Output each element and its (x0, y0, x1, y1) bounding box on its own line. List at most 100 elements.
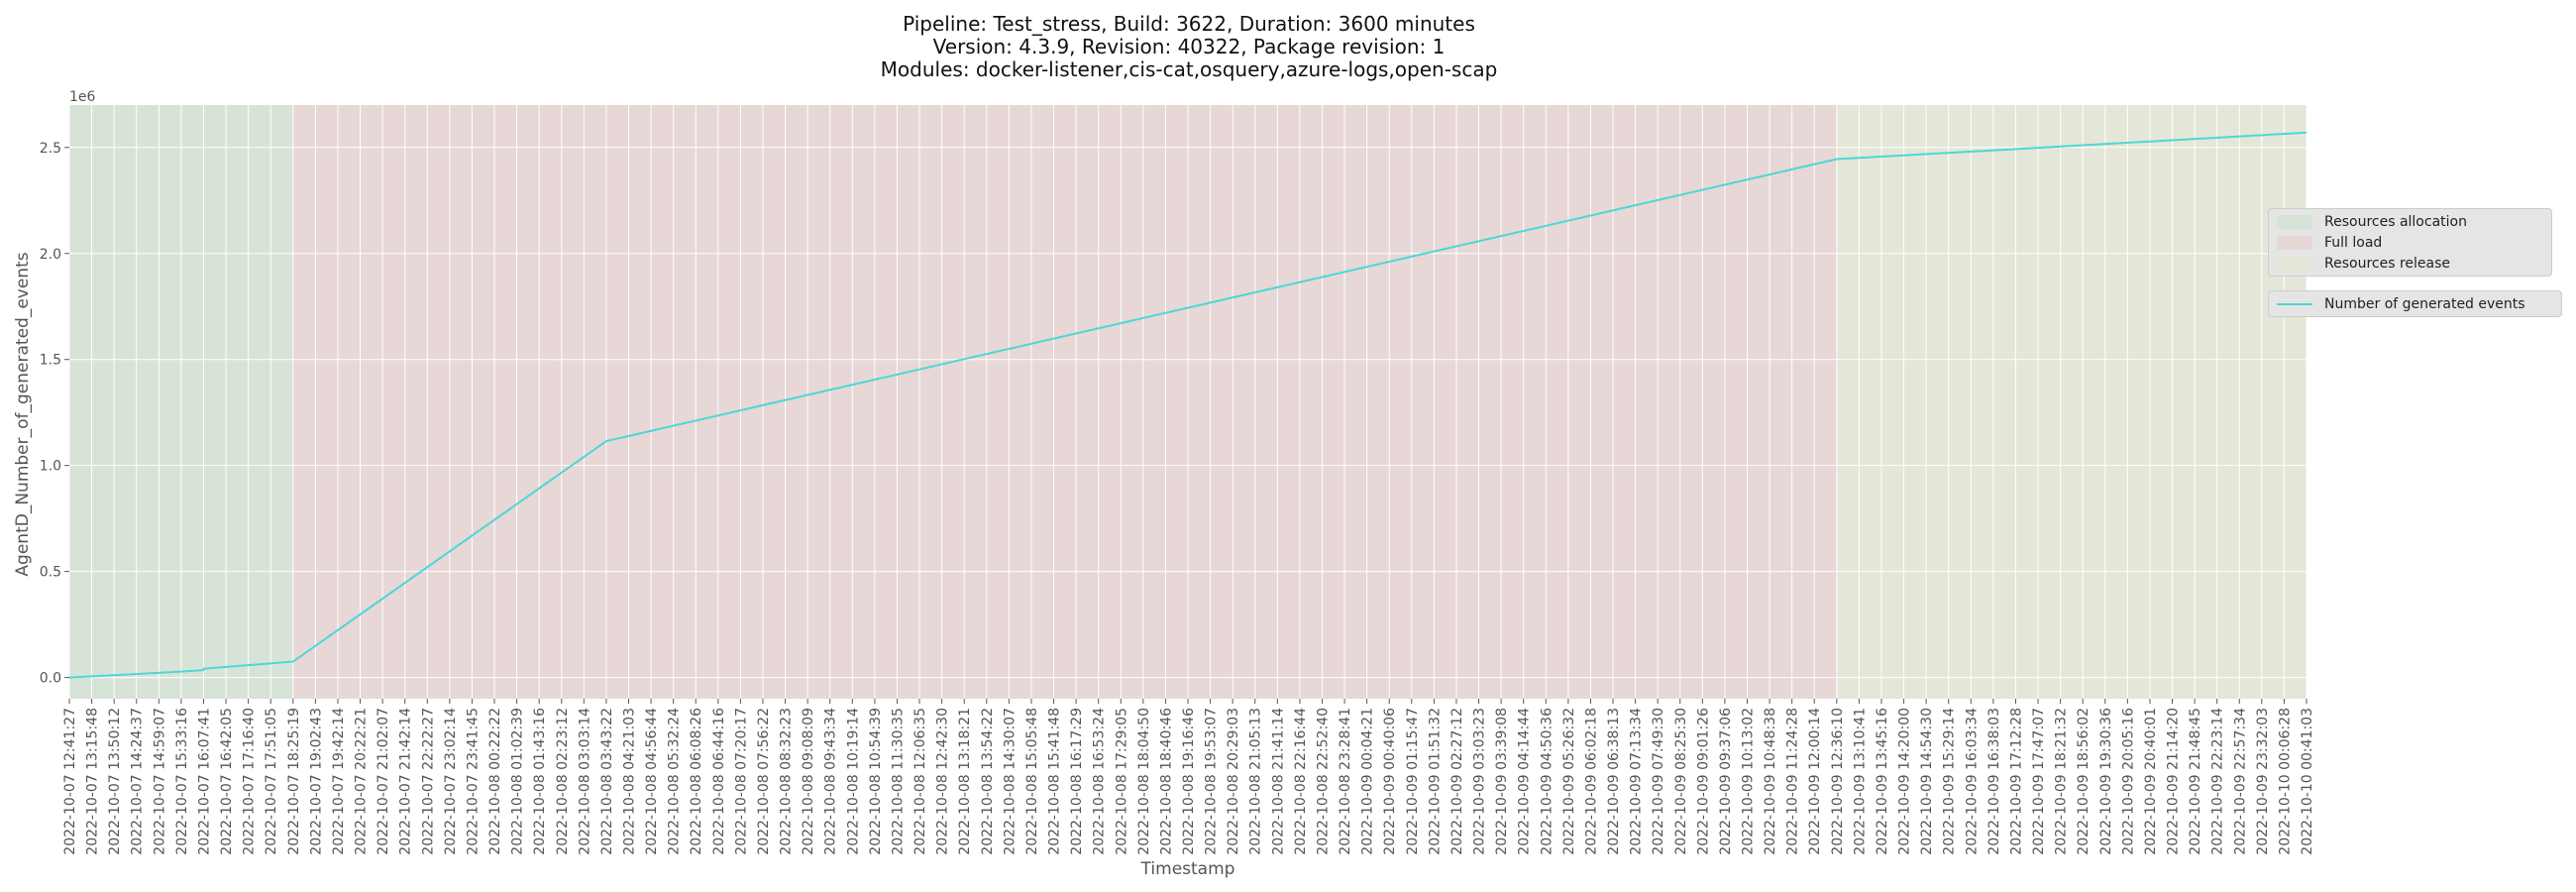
x-tick-label: 2022-10-09 22:23:14 (2210, 708, 2226, 855)
series-legend: Number of generated events (2268, 290, 2562, 317)
x-tick-label: 2022-10-08 21:41:14 (1270, 708, 1286, 855)
x-tick-label: 2022-10-09 04:50:36 (1539, 708, 1555, 855)
x-tick-label: 2022-10-09 03:03:23 (1472, 708, 1488, 855)
x-tick-label: 2022-10-09 12:36:10 (1830, 708, 1846, 855)
x-tick-label: 2022-10-09 19:30:36 (2098, 708, 2114, 855)
legend-swatch-full-load (2277, 235, 2312, 250)
y-tick-label: 1.0 (40, 459, 61, 475)
legend-label-full-load: Full load (2324, 234, 2383, 251)
x-tick-label: 2022-10-07 16:07:41 (196, 708, 212, 855)
x-tick-label: 2022-10-09 14:54:30 (1919, 708, 1935, 855)
x-tick-label: 2022-10-10 00:06:28 (2277, 708, 2293, 855)
x-tick-label: 2022-10-09 18:21:32 (2054, 708, 2070, 855)
legend-item-series: Number of generated events (2269, 293, 2561, 314)
x-tick-label: 2022-10-09 03:39:08 (1494, 708, 1510, 855)
legend-label-series: Number of generated events (2324, 295, 2525, 312)
legend-item-resources-allocation: Resources allocation (2269, 211, 2551, 232)
x-tick-label: 2022-10-07 13:15:48 (85, 708, 101, 855)
x-tick-label: 2022-10-08 07:56:22 (756, 708, 772, 855)
x-tick-label: 2022-10-09 06:38:13 (1606, 708, 1622, 855)
x-tick-label: 2022-10-09 05:26:32 (1561, 708, 1577, 855)
x-tick-label: 2022-10-09 15:29:14 (1942, 708, 1958, 855)
x-tick-label: 2022-10-09 14:20:00 (1897, 708, 1913, 855)
x-tick-label: 2022-10-09 04:14:44 (1517, 708, 1533, 855)
x-tick-label: 2022-10-08 11:30:35 (890, 708, 906, 855)
phase-band-3 (1836, 105, 2307, 699)
x-tick-label: 2022-10-08 22:52:40 (1315, 708, 1331, 855)
x-tick-label: 2022-10-09 20:40:01 (2143, 708, 2159, 855)
y-tick-label: 1.5 (40, 353, 61, 369)
x-tick-label: 2022-10-08 15:41:48 (1047, 708, 1063, 855)
y-tick-label: 2.5 (40, 141, 61, 157)
x-tick-label: 2022-10-07 19:42:14 (331, 708, 347, 855)
x-tick-label: 2022-10-08 18:04:50 (1136, 708, 1152, 855)
x-tick-label: 2022-10-08 09:43:34 (823, 708, 839, 855)
phase-legend: Resources allocation Full load Resources… (2268, 208, 2552, 277)
chart-title-line-2: Version: 4.3.9, Revision: 40322, Package… (932, 35, 1446, 58)
x-tick-label: 2022-10-09 01:15:47 (1405, 708, 1421, 855)
x-tick-label: 2022-10-08 20:29:03 (1226, 708, 1241, 855)
y-axis-offset-text: 1e6 (69, 89, 96, 105)
x-tick-label: 2022-10-07 16:42:05 (219, 708, 235, 855)
x-tick-label: 2022-10-07 20:22:21 (354, 708, 370, 855)
x-tick-label: 2022-10-09 09:01:26 (1695, 708, 1711, 855)
x-tick-label: 2022-10-08 10:19:14 (845, 708, 861, 855)
x-tick-label: 2022-10-08 10:54:39 (868, 708, 884, 855)
x-tick-label: 2022-10-09 23:32:03 (2255, 708, 2271, 855)
x-tick-label: 2022-10-07 17:51:05 (264, 708, 279, 855)
x-tick-label: 2022-10-09 06:02:18 (1583, 708, 1599, 855)
x-tick-label: 2022-10-07 14:24:37 (130, 708, 146, 855)
legend-line-series (2277, 302, 2312, 305)
x-tick-label: 2022-10-08 07:20:17 (733, 708, 749, 855)
x-tick-label: 2022-10-08 13:54:22 (980, 708, 996, 855)
legend-label-resources-release: Resources release (2324, 255, 2450, 272)
x-tick-label: 2022-10-09 12:00:14 (1807, 708, 1823, 855)
x-tick-label: 2022-10-10 00:41:03 (2300, 708, 2315, 855)
x-tick-label: 2022-10-09 20:05:16 (2120, 708, 2136, 855)
x-tick-label: 2022-10-07 13:50:12 (107, 708, 123, 855)
x-tick-label: 2022-10-07 22:22:27 (420, 708, 436, 855)
x-tick-label: 2022-10-08 01:43:16 (532, 708, 548, 855)
chart-title-line-1: Pipeline: Test_stress, Build: 3622, Dura… (903, 12, 1475, 36)
x-tick-label: 2022-10-07 19:02:43 (308, 708, 324, 855)
x-tick-label: 2022-10-08 18:40:46 (1158, 708, 1174, 855)
x-tick-label: 2022-10-07 14:59:07 (152, 708, 167, 855)
x-tick-label: 2022-10-09 17:47:07 (2031, 708, 2047, 855)
y-tick-label: 0.5 (40, 565, 61, 581)
x-tick-label: 2022-10-09 07:13:34 (1629, 708, 1645, 855)
x-tick-label: 2022-10-09 00:04:21 (1360, 708, 1376, 855)
x-tick-label: 2022-10-08 02:23:12 (555, 708, 571, 855)
legend-swatch-resources-allocation (2277, 214, 2312, 229)
x-tick-label: 2022-10-08 15:05:48 (1024, 708, 1040, 855)
x-tick-label: 2022-10-08 05:32:24 (667, 708, 683, 855)
x-tick-label: 2022-10-08 23:28:41 (1338, 708, 1353, 855)
x-tick-label: 2022-10-09 18:56:02 (2076, 708, 2092, 855)
x-tick-label: 2022-10-08 12:06:35 (912, 708, 928, 855)
phase-band-2 (292, 105, 1837, 699)
x-tick-label: 2022-10-08 00:22:22 (487, 708, 503, 855)
x-tick-label: 2022-10-07 17:16:40 (242, 708, 258, 855)
x-tick-label: 2022-10-08 08:32:23 (779, 708, 795, 855)
chart-title-line-3: Modules: docker-listener,cis-cat,osquery… (880, 57, 1498, 81)
x-tick-label: 2022-10-08 09:08:09 (801, 708, 816, 855)
x-tick-label: 2022-10-08 03:43:22 (599, 708, 615, 855)
x-tick-label: 2022-10-09 13:10:41 (1852, 708, 1868, 855)
x-tick-label: 2022-10-08 04:21:03 (622, 708, 638, 855)
x-tick-label: 2022-10-09 10:48:38 (1763, 708, 1778, 855)
x-tick-label: 2022-10-09 22:57:34 (2232, 708, 2248, 855)
x-tick-label: 2022-10-08 06:08:26 (689, 708, 704, 855)
x-tick-label: 2022-10-08 22:16:44 (1293, 708, 1309, 855)
x-tick-label: 2022-10-09 21:14:20 (2166, 708, 2182, 855)
x-tick-label: 2022-10-09 01:51:32 (1427, 708, 1443, 855)
x-tick-label: 2022-10-07 12:41:27 (62, 708, 78, 855)
x-tick-label: 2022-10-08 17:29:05 (1114, 708, 1129, 855)
legend-item-resources-release: Resources release (2269, 253, 2551, 274)
x-tick-label: 2022-10-09 10:13:02 (1741, 708, 1757, 855)
x-tick-label: 2022-10-09 16:03:34 (1964, 708, 1980, 855)
series-line-1 (68, 131, 2308, 679)
legend-label-resources-allocation: Resources allocation (2324, 213, 2467, 230)
x-tick-label: 2022-10-09 09:37:06 (1718, 708, 1734, 855)
y-tick-label: 0.0 (40, 671, 61, 687)
x-tick-label: 2022-10-09 21:48:45 (2188, 708, 2203, 855)
